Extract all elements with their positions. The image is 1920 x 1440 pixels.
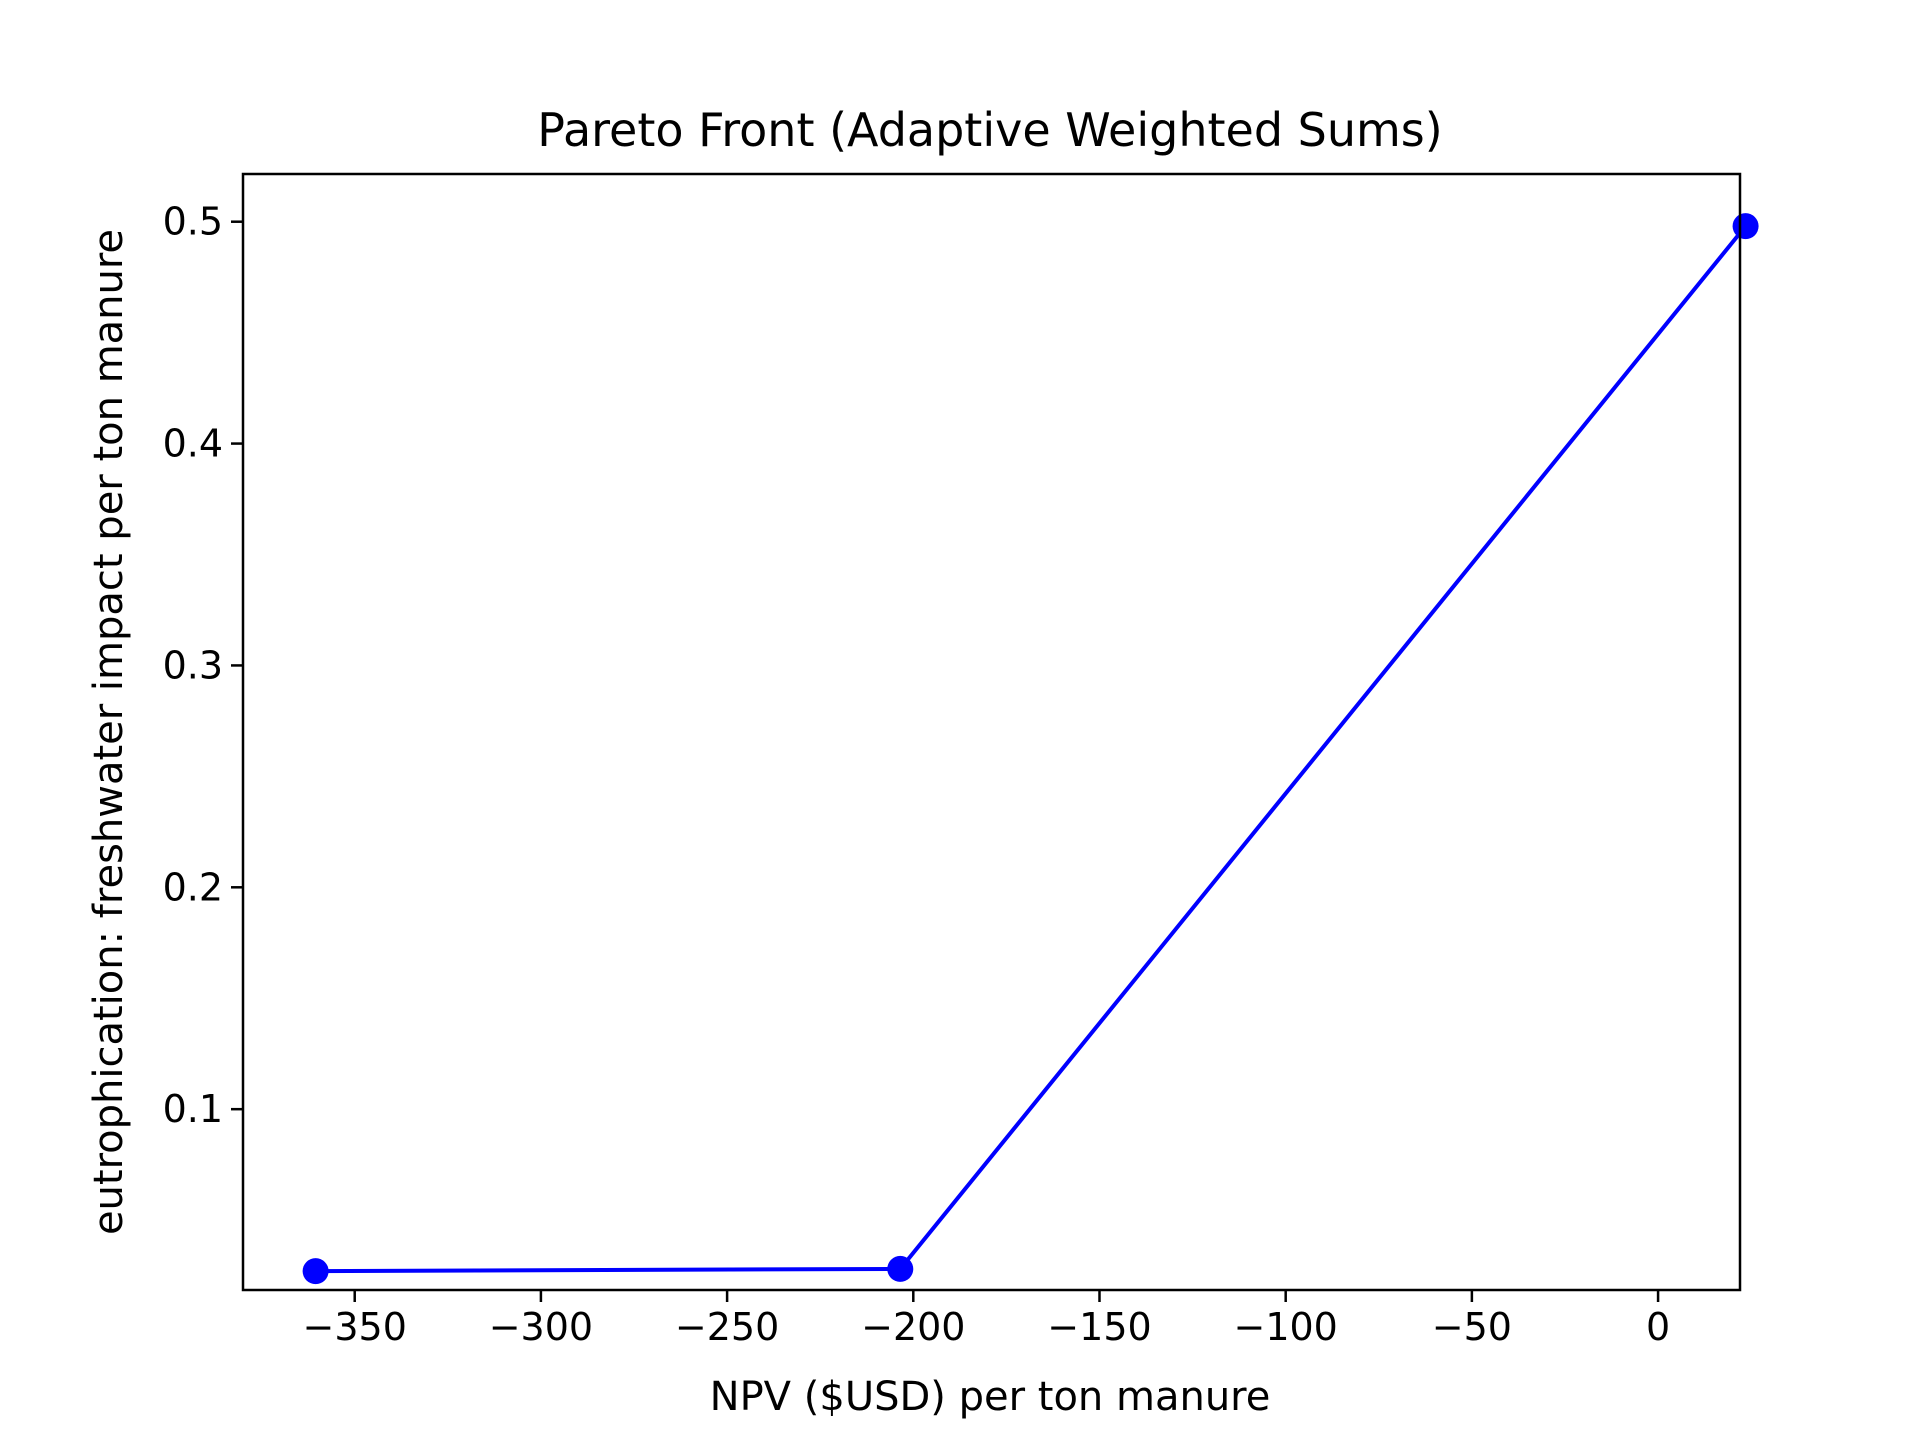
y-tick-label: 0.2 (163, 865, 223, 909)
axes-frame (241, 172, 1742, 1292)
y-tick-label: 0.5 (163, 200, 223, 244)
y-tick-label: 0.1 (163, 1087, 223, 1131)
y-axis: 0.1 0.2 0.3 0.4 0.5 (163, 200, 243, 1131)
x-tick-label: −50 (1432, 1305, 1512, 1349)
data-point (887, 1255, 914, 1282)
x-tick-label: −100 (1233, 1305, 1337, 1349)
y-tick-label: 0.3 (163, 643, 223, 687)
x-tick-label: −200 (861, 1305, 965, 1349)
x-tick-label: −150 (1047, 1305, 1151, 1349)
x-tick-label: −300 (489, 1305, 593, 1349)
chart-title: Pareto Front (Adaptive Weighted Sums) (537, 103, 1442, 157)
y-axis-label: eutrophication: freshwater impact per to… (86, 229, 132, 1235)
y-tick-label: 0.4 (163, 422, 223, 466)
x-axis-label: NPV ($USD) per ton manure (710, 1374, 1271, 1420)
data-point (302, 1258, 329, 1285)
x-axis: −350 −300 −250 −200 −150 −100 −50 0 (303, 1290, 1670, 1349)
x-tick-label: 0 (1646, 1305, 1670, 1349)
x-tick-label: −350 (303, 1305, 407, 1349)
data-point (1732, 213, 1759, 240)
x-tick-label: −250 (675, 1305, 779, 1349)
